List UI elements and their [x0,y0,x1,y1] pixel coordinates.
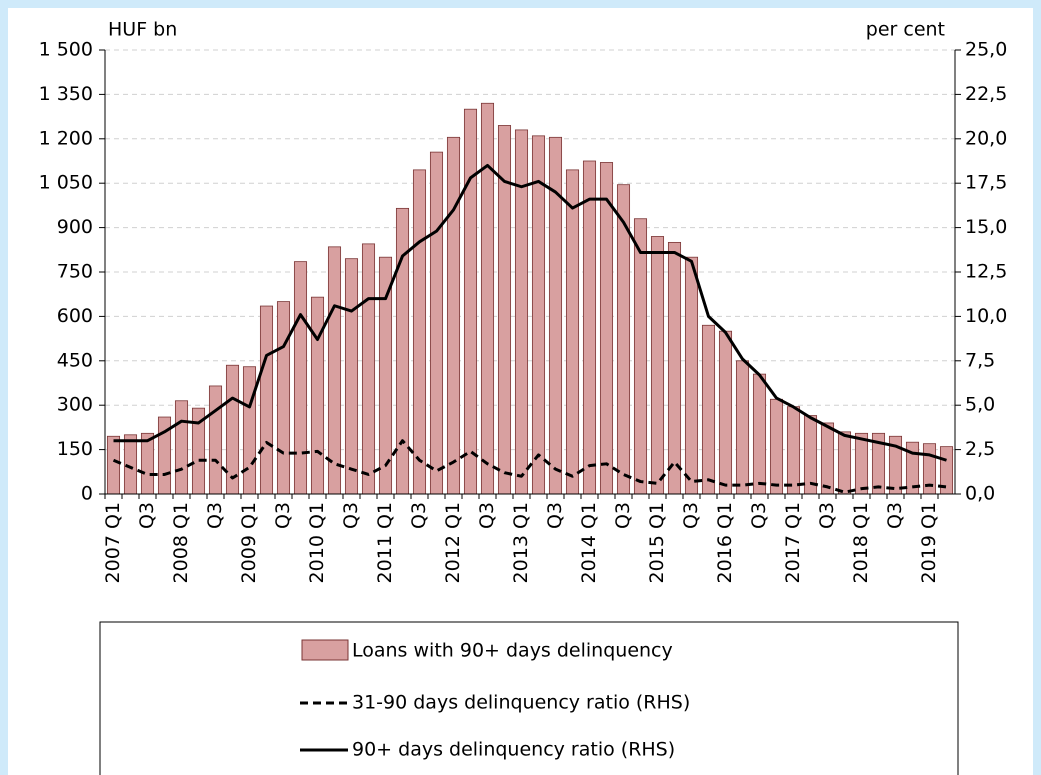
legend-label: 90+ days delinquency ratio (RHS) [352,739,675,761]
bar [820,422,835,495]
y2-tick-label: 17,5 [965,172,1007,194]
legend-label: 31-90 days delinquency ratio (RHS) [352,692,690,714]
bar [276,301,291,495]
x-tick-label: 2008 Q1 [170,502,192,583]
bar [599,162,614,495]
y-tick-label: 900 [57,216,93,238]
x-tick-label: Q3 [340,502,362,529]
x-tick-label: 2010 Q1 [306,502,328,583]
y2-tick-label: 10,0 [965,305,1007,327]
x-tick-label: 2009 Q1 [238,502,260,583]
bar [769,398,784,495]
bar [701,324,716,495]
legend-swatch [301,639,349,661]
x-tick-label: Q3 [884,502,906,529]
bar [463,108,478,495]
x-tick-label: Q3 [476,502,498,529]
bar [650,236,665,495]
y2-tick-label: 5,0 [965,394,995,416]
x-tick-label: Q3 [816,502,838,529]
x-tick-label: 2015 Q1 [646,502,668,583]
bar [293,261,308,495]
y-tick-label: 1 500 [39,39,93,61]
x-tick-label: Q3 [136,502,158,529]
bar [735,360,750,495]
legend [99,621,959,775]
y-tick-label: 600 [57,305,93,327]
bar [837,431,852,495]
bar [259,305,274,495]
bar [344,258,359,495]
y-tick-label: 1 350 [39,83,93,105]
y2-axis-title: per cent [866,19,945,41]
bar [310,296,325,495]
bar [718,330,733,495]
bar [582,160,597,495]
y2-tick-label: 20,0 [965,127,1007,149]
bar [786,406,801,495]
x-tick-label: 2013 Q1 [510,502,532,583]
y-axis-title: HUF bn [108,19,177,41]
line-series [113,163,947,462]
y-tick-label: 750 [57,261,93,283]
bar [684,256,699,495]
x-tick-label: 2016 Q1 [714,502,736,583]
x-tick-label: 2012 Q1 [442,502,464,583]
bar [667,241,682,495]
x-tick-label: 2017 Q1 [782,502,804,583]
bar [752,373,767,495]
y2-tick-label: 12,5 [965,261,1007,283]
x-tick-label: Q3 [204,502,226,529]
y-tick-label: 300 [57,394,93,416]
x-tick-label: 2018 Q1 [850,502,872,583]
y2-tick-label: 0,0 [965,483,995,505]
y-tick-label: 0 [81,483,93,505]
legend-label: Loans with 90+ days delinquency [352,640,673,662]
x-tick-label: 2014 Q1 [578,502,600,583]
y2-tick-label: 15,0 [965,216,1007,238]
x-tick-label: Q3 [544,502,566,529]
bar [480,102,495,495]
bar [446,136,461,495]
bar [854,432,869,495]
y-tick-label: 1 050 [39,172,93,194]
x-tick-label: Q3 [748,502,770,529]
bar [531,135,546,495]
line-series [112,439,947,494]
bar [633,218,648,495]
bar [106,435,121,495]
y2-tick-label: 7,5 [965,349,995,371]
x-tick-label: Q3 [272,502,294,529]
bar [174,400,189,495]
y-tick-label: 150 [57,438,93,460]
bar [242,366,257,495]
x-tick-label: Q3 [680,502,702,529]
x-tick-label: 2011 Q1 [374,502,396,583]
bar [327,246,342,495]
y2-tick-label: 22,5 [965,83,1007,105]
y2-tick-label: 2,5 [965,438,995,460]
x-tick-label: Q3 [408,502,430,529]
bar [429,151,444,495]
bar [208,385,223,495]
bar [565,169,580,495]
bar [140,432,155,495]
x-tick-label: 2019 Q1 [918,502,940,583]
bar [412,169,427,495]
y-tick-label: 1 200 [39,127,93,149]
x-tick-label: Q3 [612,502,634,529]
bar [378,256,393,495]
y-tick-label: 450 [57,349,93,371]
x-tick-label: 2007 Q1 [102,502,124,583]
bar [361,243,376,495]
y2-tick-label: 25,0 [965,39,1007,61]
